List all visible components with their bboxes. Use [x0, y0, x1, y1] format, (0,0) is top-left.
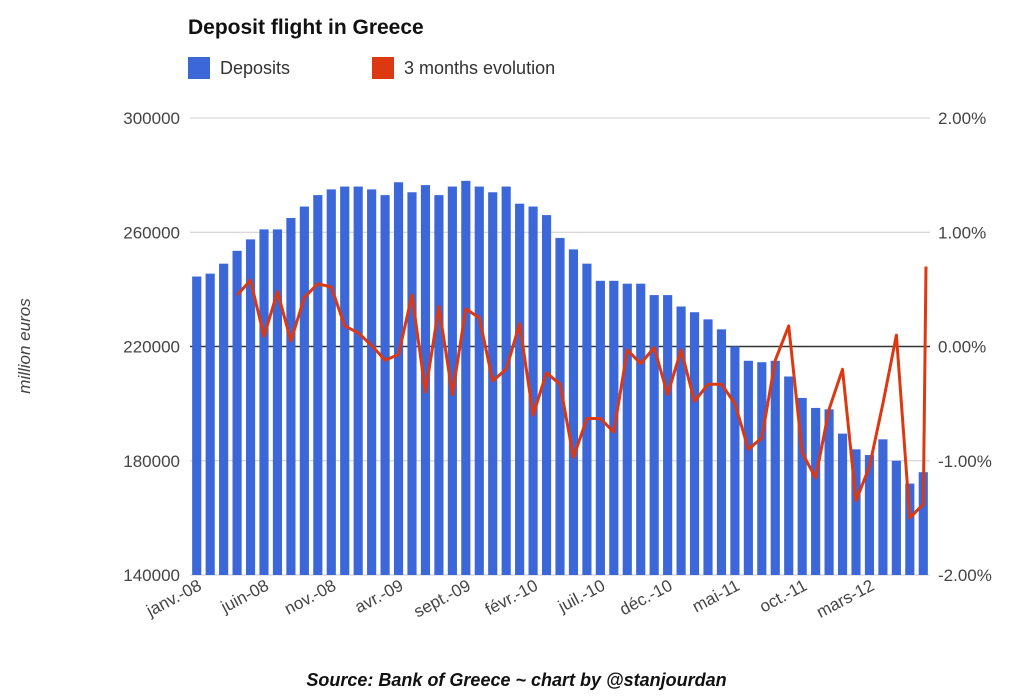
deposit-bar	[703, 319, 713, 575]
deposit-bar	[649, 295, 659, 575]
deposit-bar	[474, 186, 484, 576]
deposit-bar	[622, 283, 632, 575]
deposit-bar	[299, 206, 309, 575]
legend-label-3-months-evolution: 3 months evolution	[404, 57, 556, 78]
evolution-line-layer	[235, 266, 928, 520]
deposit-bar	[488, 192, 498, 575]
y-left-tick-label: 300000	[123, 109, 180, 128]
deposit-bar	[461, 180, 471, 575]
deposit-bar	[743, 360, 753, 575]
deposit-bar	[716, 329, 727, 575]
deposit-bar	[515, 203, 525, 575]
deposit-bar	[595, 280, 605, 575]
y-right-tick-label: 1.00%	[938, 223, 986, 242]
x-tick-label: mai-11	[689, 576, 743, 617]
y-left-tick-label: 140000	[123, 566, 180, 585]
x-tick-label: juin-08	[217, 576, 272, 617]
deposit-bar	[380, 195, 390, 575]
y-left-tick-label: 220000	[123, 338, 180, 357]
x-tick-label: juil.-10	[554, 576, 608, 617]
y-right-tick-label: -1.00%	[938, 452, 992, 471]
deposit-bar	[367, 189, 377, 575]
deposit-bar	[447, 186, 457, 576]
deposit-bar	[824, 409, 834, 575]
deposit-bar	[730, 346, 740, 575]
deposit-bar	[663, 295, 673, 575]
source-note: Source: Bank of Greece ~ chart by @stanj…	[306, 670, 727, 690]
deposit-bar	[340, 186, 350, 576]
x-tick-label: nov.-08	[281, 576, 339, 619]
deposit-bar	[636, 283, 646, 575]
deposit-bar	[528, 206, 538, 575]
deposit-bar	[905, 483, 915, 575]
x-tick-label: févr.-10	[482, 576, 541, 619]
deposit-bar	[272, 229, 283, 576]
x-tick-label: avr.-09	[352, 576, 407, 617]
deposit-bar	[689, 312, 700, 575]
deposit-bar	[286, 217, 296, 575]
deposit-bar	[676, 306, 686, 575]
deposit-bar	[918, 472, 928, 575]
deposit-bar	[864, 455, 875, 575]
deposit-bar	[555, 237, 565, 575]
deposit-bar	[878, 439, 888, 575]
x-tick-label: déc.-10	[617, 576, 676, 619]
deposit-bar	[770, 360, 780, 575]
deposit-bar	[837, 433, 848, 575]
deposit-bar	[326, 189, 336, 575]
deposit-bars	[192, 180, 928, 576]
deposit-bar	[891, 460, 901, 575]
deposit-bar	[797, 397, 807, 575]
chart-title: Deposit flight in Greece	[188, 16, 424, 39]
deposit-bar	[259, 229, 269, 576]
deposit-bar	[541, 215, 552, 576]
deposit-bar	[205, 273, 215, 575]
deposit-bar	[811, 407, 821, 575]
legend-swatch-deposits	[188, 57, 210, 79]
deposit-bar	[192, 276, 202, 575]
deposit-bar	[407, 192, 417, 575]
chart-plot: 300000 2.00% 260000 1.00% 220000 0.00% 180000 -…	[15, 109, 992, 622]
x-tick-label: sept.-09	[411, 576, 474, 622]
legend-swatch-3-months-evolution	[372, 57, 394, 79]
deposit-bar	[245, 239, 256, 575]
deposit-bar	[313, 195, 323, 575]
x-tick-label: mars-12	[813, 576, 877, 622]
deposit-bar	[219, 263, 229, 575]
y-right-tick-label: -2.00%	[938, 566, 992, 585]
y-axis-label: million euros	[15, 298, 34, 394]
deposit-bar	[501, 186, 511, 576]
y-right-tick-label: 0.00%	[938, 338, 986, 357]
legend-item-3-months-evolution: 3 months evolution	[372, 56, 555, 80]
legend-item-deposits: Deposits	[188, 56, 290, 80]
deposit-bar	[784, 376, 794, 575]
deposit-bar	[434, 195, 444, 575]
deposit-bar	[851, 449, 861, 575]
y-left-tick-label: 180000	[123, 452, 180, 471]
deposit-bar	[568, 249, 579, 575]
deposit-bar	[232, 250, 242, 576]
y-left-tick-label: 260000	[123, 223, 180, 242]
deposit-bar	[353, 186, 363, 576]
deposit-bar	[757, 362, 767, 575]
deposit-bar	[393, 182, 404, 575]
x-tick-label: oct.-11	[756, 576, 810, 617]
deposit-bar	[420, 185, 431, 575]
evolution-line	[235, 266, 928, 520]
legend-label-deposits: Deposits	[220, 57, 291, 78]
y-right-tick-label: 2.00%	[938, 109, 986, 128]
